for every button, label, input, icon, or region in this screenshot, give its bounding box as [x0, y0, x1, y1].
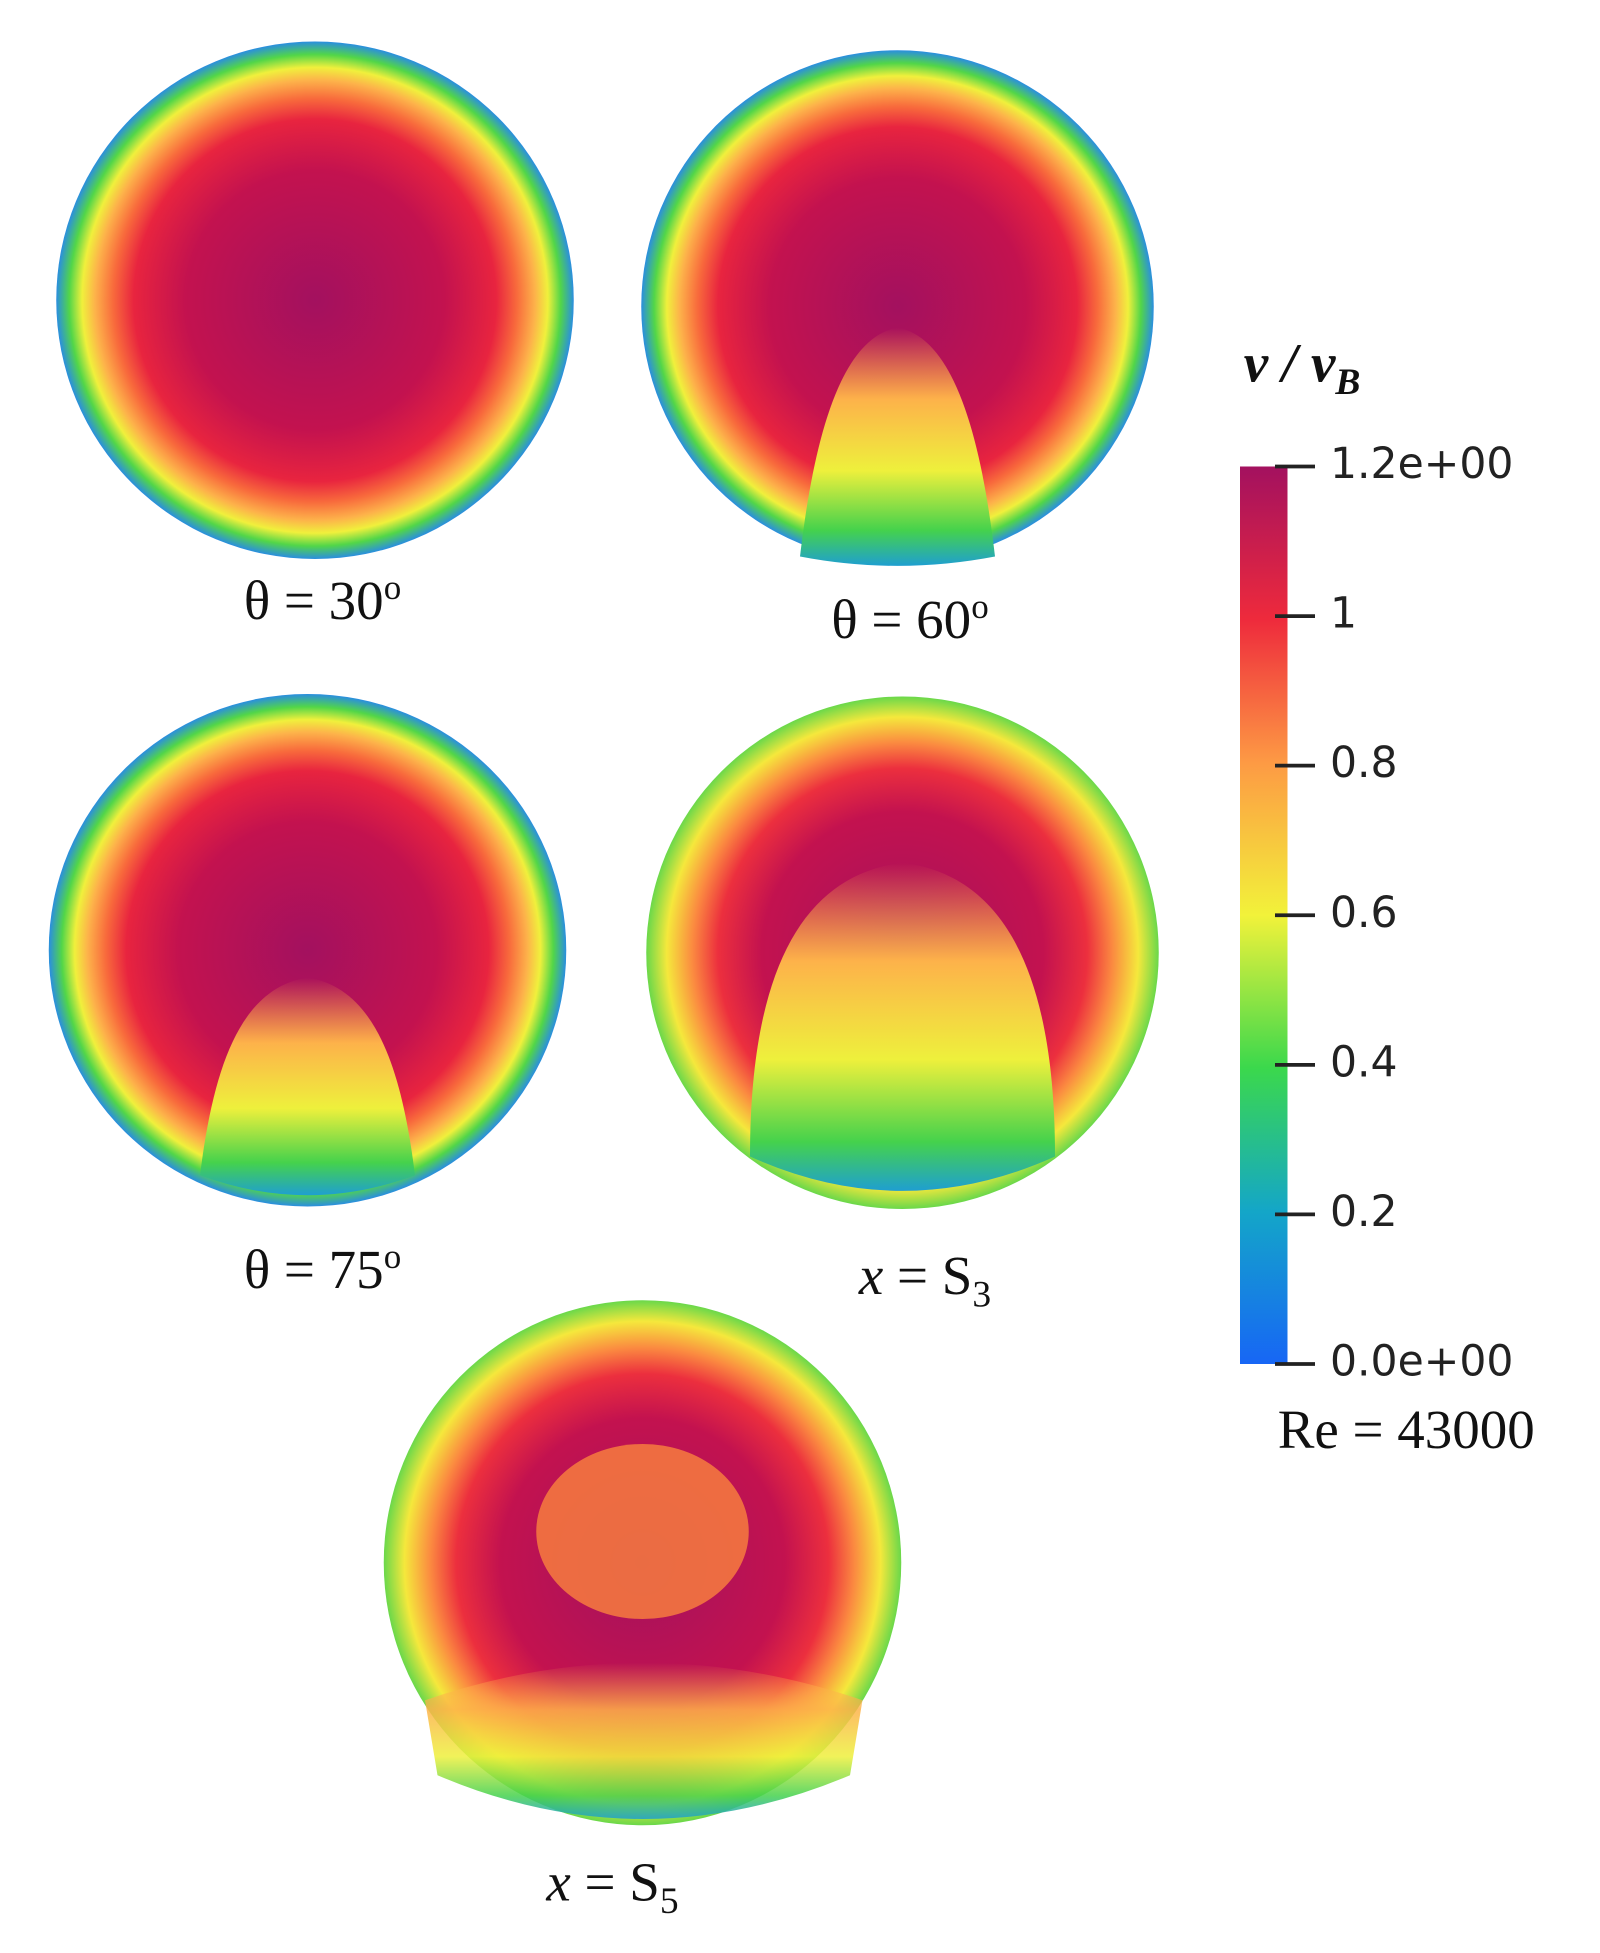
- label-subscript: 5: [660, 1881, 679, 1922]
- contour-theta-30: [56, 41, 574, 559]
- contour-x-s3: [646, 696, 1159, 1209]
- contour-x-s5: [383, 1300, 902, 1826]
- colorbar-title: v / vB: [1244, 333, 1361, 403]
- tick-label: 0.6: [1330, 889, 1398, 938]
- tick-label: 0.2: [1330, 1188, 1398, 1237]
- label-variable: x: [858, 1245, 884, 1306]
- label-text: θ = 75: [244, 1239, 384, 1300]
- label-text: θ = 30: [244, 570, 384, 631]
- contour-plots: [48, 41, 1159, 1826]
- tick-label: 0.8: [1330, 739, 1398, 788]
- contour-theta-60: [641, 50, 1154, 566]
- label-text: = S: [571, 1851, 660, 1912]
- label-text: = S: [883, 1245, 972, 1306]
- colorbar-ticks: 1.2e+00 1 0.8 0.6 0.4 0.2 0.0e+00: [1275, 440, 1513, 1387]
- colorbar: v / vB 1.2e+00 1 0.8 0.6 0.4 0.2 0.0e+00 Re = …: [1240, 333, 1535, 1460]
- label-text: θ = 60: [831, 589, 971, 650]
- label-superscript: o: [384, 1237, 402, 1276]
- label-superscript: o: [384, 568, 402, 607]
- label-variable: x: [545, 1851, 571, 1912]
- tick-label: 0.0e+00: [1330, 1338, 1513, 1387]
- label-superscript: o: [971, 587, 989, 626]
- panel-label: x = S5: [545, 1851, 678, 1922]
- panel-label: θ = 60o: [831, 587, 988, 650]
- panel-label: θ = 75o: [244, 1237, 401, 1300]
- tick-label: 1: [1330, 590, 1357, 639]
- label-subscript: 3: [972, 1275, 991, 1316]
- tick-label: 0.4: [1330, 1038, 1398, 1087]
- panel-label: θ = 30o: [244, 568, 401, 631]
- contour-theta-75: [48, 694, 567, 1207]
- panel-label: x = S3: [858, 1245, 991, 1316]
- reynolds-label: Re = 43000: [1278, 1399, 1535, 1460]
- tick-label: 1.2e+00: [1330, 440, 1513, 489]
